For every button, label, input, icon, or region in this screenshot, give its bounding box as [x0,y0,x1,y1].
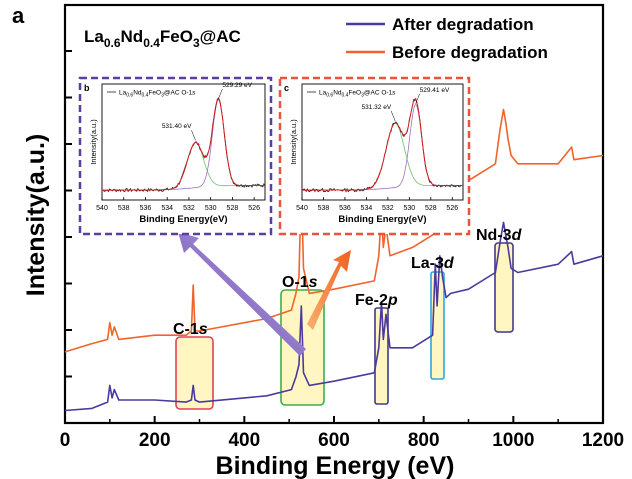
inset-c-frame [278,76,471,236]
inset-c-x-tick-label: 532 [382,205,394,212]
inset-b-x-tick-label: 538 [118,205,130,212]
legend: After degradation Before degradation [346,15,548,62]
inset-b-legend-label: La0.6Nd0.4FeO3@AC O-1s [119,90,196,99]
x-tick-label: 0 [60,430,71,451]
inset-b-x-tick-label: 532 [183,205,195,212]
inset-b-axes [101,83,266,201]
inset-b-x-tick-label: 530 [205,205,217,212]
chart-title: La0.6Nd0.4FeO3@AC [84,27,241,50]
inset-c-peak-leader [390,110,396,122]
inset-c-x-tick-label: 530 [403,205,415,212]
panel-letter: a [12,3,25,28]
inset-b-panel-letter: b [84,83,90,93]
x-tick-label: 1200 [582,430,624,451]
inset-b-peak-label: 531.40 eV [162,123,192,130]
arrow-to-inset-c [307,250,351,330]
inset-b-frame [78,76,273,236]
series-line-after [64,221,604,412]
x-axis-title: Binding Energy (eV) [216,452,455,479]
inset-c-x-tick-label: 528 [425,205,437,212]
inset-b-x-label: Binding Energy(eV) [139,214,227,225]
inset-c-fit-envelope [302,98,463,191]
inset-c-peak-label: 529.41 eV [420,87,450,94]
inset-c-x-tick-label: 526 [446,205,458,212]
arrow-to-inset-b [178,232,306,356]
inset-b-x-tick-label: 534 [161,205,173,212]
inset-c-x-tick-label: 538 [318,205,330,212]
inset-b-x-tick-label: 528 [227,205,239,212]
inset-c-legend-label: La0.6Nd0.4FeO3@AC O-1s [319,90,396,99]
inset-b-x-tick-label: 540 [96,205,108,212]
c1s-label: C-1s [173,321,208,338]
inset-b-peak-label: 529.29 eV [222,82,252,89]
inset-c: c 540 538 536 534 532 530 528 526 Binding Energy(… [278,76,471,236]
x-tick-label: 200 [139,430,171,451]
x-tick-label: 800 [408,430,440,451]
inset-c-y-label: Intensity(a.u.) [289,119,298,165]
inset-b: b 540 538 536 534 532 530 528 526 Binding Energy(… [78,76,273,236]
inset-c-peak-label: 531.32 eV [362,104,392,111]
inset-b-peak-leader [218,88,223,100]
inset-c-x-label: Binding Energy(eV) [338,214,426,225]
inset-c-x-tick-label: 536 [339,205,351,212]
nd3d-highlight [494,242,514,333]
inset-b-fit-envelope [102,97,265,191]
x-tick-label: 600 [318,430,350,451]
fe2p-label: Fe-2p [355,292,398,309]
legend-before-label: Before degradation [392,43,548,62]
la3d-label: La-3d [411,255,455,272]
y-axis-title: Intensity(a.u.) [22,134,50,297]
inset-c-x-tick-label: 540 [296,205,308,212]
inset-b-x-tick-label: 536 [140,205,152,212]
x-axis: 0 200 400 600 800 1000 1200 [60,416,624,451]
nd3d-label: Nd-3d [476,227,523,244]
y-axis [65,50,72,378]
o1s-label: O-1s [282,274,318,291]
x-tick-label: 1000 [492,430,534,451]
inset-b-peak-leader [191,130,196,141]
inset-c-axes [301,83,464,201]
legend-after-label: After degradation [392,15,534,34]
inset-c-panel-letter: c [284,83,289,93]
inset-c-x-tick-label: 534 [361,205,373,212]
inset-c-peak-leader [415,93,420,104]
inset-b-y-label: Intensity(a.u.) [89,119,98,165]
inset-b-x-tick-label: 526 [248,205,260,212]
c1s-highlight [175,336,214,410]
x-tick-label: 400 [228,430,260,451]
